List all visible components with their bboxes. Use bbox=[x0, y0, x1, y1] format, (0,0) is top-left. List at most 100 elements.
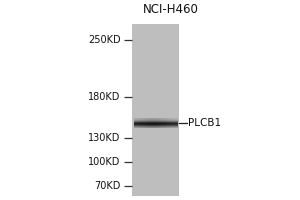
Bar bbox=[165, 119, 167, 120]
Text: 70KD: 70KD bbox=[94, 181, 121, 191]
Bar bbox=[154, 125, 156, 126]
Bar bbox=[152, 118, 154, 119]
Bar bbox=[134, 127, 136, 128]
Bar bbox=[156, 119, 158, 120]
Bar bbox=[176, 122, 178, 123]
Bar bbox=[156, 120, 158, 121]
Bar bbox=[154, 122, 156, 123]
Bar bbox=[165, 125, 167, 126]
Bar bbox=[173, 127, 176, 128]
Bar bbox=[163, 123, 165, 124]
Bar bbox=[138, 125, 140, 126]
Bar bbox=[160, 120, 163, 121]
Bar bbox=[136, 118, 138, 119]
Bar bbox=[138, 121, 140, 122]
Bar bbox=[176, 119, 178, 120]
Bar bbox=[140, 125, 143, 126]
Text: 180KD: 180KD bbox=[88, 92, 121, 102]
Bar bbox=[132, 24, 179, 196]
Bar bbox=[169, 119, 171, 120]
Bar bbox=[158, 124, 160, 125]
Bar bbox=[154, 123, 156, 124]
Bar bbox=[143, 123, 145, 124]
Bar bbox=[149, 119, 152, 120]
Bar bbox=[134, 118, 136, 119]
Bar bbox=[169, 122, 171, 123]
Bar bbox=[145, 120, 147, 121]
Bar bbox=[156, 123, 158, 124]
Bar bbox=[163, 126, 165, 127]
Bar bbox=[169, 124, 171, 125]
Bar bbox=[173, 122, 176, 123]
Bar bbox=[152, 121, 154, 122]
Bar bbox=[160, 123, 163, 124]
Bar bbox=[171, 126, 173, 127]
Bar bbox=[167, 123, 169, 124]
Bar bbox=[163, 124, 165, 125]
Bar bbox=[138, 119, 140, 120]
Bar bbox=[160, 118, 163, 119]
Bar bbox=[176, 121, 178, 122]
Bar bbox=[152, 123, 154, 124]
Bar bbox=[176, 120, 178, 121]
Bar bbox=[176, 126, 178, 127]
Bar bbox=[156, 118, 158, 119]
Bar bbox=[154, 126, 156, 127]
Bar bbox=[171, 123, 173, 124]
Bar bbox=[169, 125, 171, 126]
Bar bbox=[147, 118, 149, 119]
Bar bbox=[143, 118, 145, 119]
Bar bbox=[140, 121, 143, 122]
Bar bbox=[167, 121, 169, 122]
Text: 250KD: 250KD bbox=[88, 35, 121, 45]
Bar bbox=[163, 125, 165, 126]
Bar bbox=[134, 123, 136, 124]
Bar bbox=[152, 127, 154, 128]
Bar bbox=[158, 123, 160, 124]
Bar bbox=[160, 126, 163, 127]
Bar bbox=[158, 122, 160, 123]
Bar bbox=[160, 124, 163, 125]
Bar bbox=[167, 126, 169, 127]
Text: 100KD: 100KD bbox=[88, 157, 121, 167]
Bar bbox=[134, 124, 136, 125]
Bar bbox=[145, 122, 147, 123]
Bar bbox=[134, 119, 136, 120]
Bar bbox=[140, 126, 143, 127]
Bar bbox=[163, 127, 165, 128]
Bar bbox=[145, 124, 147, 125]
Bar bbox=[167, 125, 169, 126]
Bar bbox=[156, 126, 158, 127]
Bar bbox=[171, 120, 173, 121]
Bar bbox=[134, 121, 136, 122]
Bar bbox=[158, 125, 160, 126]
Bar bbox=[160, 125, 163, 126]
Bar bbox=[173, 121, 176, 122]
Bar bbox=[143, 125, 145, 126]
Bar bbox=[152, 119, 154, 120]
Bar bbox=[176, 124, 178, 125]
Bar bbox=[147, 126, 149, 127]
Bar bbox=[136, 125, 138, 126]
Bar bbox=[165, 123, 167, 124]
Bar bbox=[171, 125, 173, 126]
Bar bbox=[158, 126, 160, 127]
Bar bbox=[149, 126, 152, 127]
Bar bbox=[171, 119, 173, 120]
Bar bbox=[145, 119, 147, 120]
Bar bbox=[134, 125, 136, 126]
Bar bbox=[154, 127, 156, 128]
Bar bbox=[158, 118, 160, 119]
Bar bbox=[138, 124, 140, 125]
Bar bbox=[171, 118, 173, 119]
Bar bbox=[154, 121, 156, 122]
Bar bbox=[143, 126, 145, 127]
Bar bbox=[163, 122, 165, 123]
Bar bbox=[145, 123, 147, 124]
Bar bbox=[147, 121, 149, 122]
Bar bbox=[167, 127, 169, 128]
Bar bbox=[152, 122, 154, 123]
Bar bbox=[136, 126, 138, 127]
Bar bbox=[140, 120, 143, 121]
Bar bbox=[156, 122, 158, 123]
